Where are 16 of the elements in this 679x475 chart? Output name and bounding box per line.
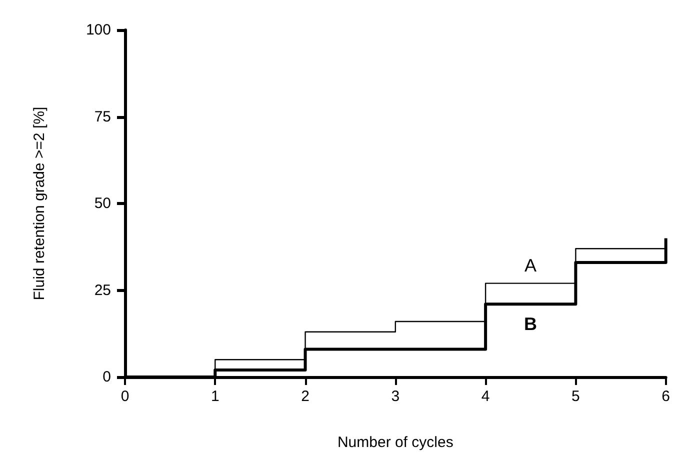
series-label: B — [524, 314, 538, 334]
x-tick-label: 0 — [120, 388, 130, 405]
x-axis-title: Number of cycles — [337, 434, 454, 451]
x-tick-label: 5 — [572, 388, 580, 405]
y-tick-label: 0 — [102, 368, 111, 386]
x-tick-label: 6 — [662, 388, 670, 405]
y-tick-label: 25 — [94, 282, 111, 299]
x-tick-label: 3 — [391, 388, 400, 405]
series-label: A — [524, 255, 537, 276]
x-tick-label: 1 — [210, 388, 220, 405]
y-tick-label: 100 — [86, 22, 111, 38]
y-tick-label: 50 — [94, 195, 111, 212]
x-tick-label: 2 — [301, 388, 310, 405]
x-tick-label: 4 — [481, 388, 490, 405]
y-tick-label: 75 — [94, 108, 111, 126]
y-axis-title: Fluid retention grade >=2 [%] — [31, 106, 48, 300]
